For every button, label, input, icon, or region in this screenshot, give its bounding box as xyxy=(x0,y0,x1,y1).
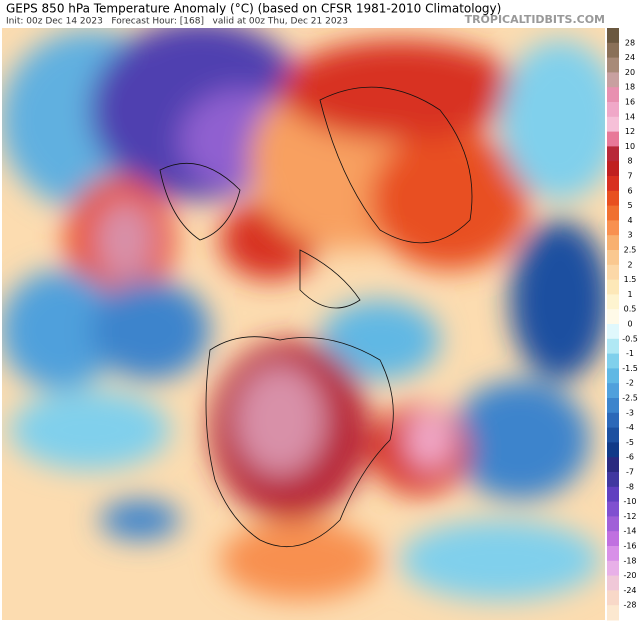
colorbar-label: -24 xyxy=(623,586,636,595)
colorbar-label: 5 xyxy=(627,201,632,210)
colorbar-label: 10 xyxy=(625,142,635,151)
colorbar-cell xyxy=(607,531,619,547)
colorbar-label: -8 xyxy=(626,482,634,491)
colorbar-cell xyxy=(607,560,619,577)
colorbar-label: 18 xyxy=(625,83,635,92)
colorbar-cell xyxy=(607,161,619,177)
colorbar-label: -10 xyxy=(623,497,636,506)
colorbar-cell xyxy=(607,368,619,384)
colorbar-label: 20 xyxy=(625,68,635,77)
title: GEPS 850 hPa Temperature Anomaly (°C) (b… xyxy=(6,2,501,16)
colorbar-label: -1 xyxy=(626,349,634,358)
colorbar-cell xyxy=(607,309,619,325)
colorbar-label: -6 xyxy=(626,453,634,462)
colorbar-cell xyxy=(607,338,619,355)
colorbar-cell xyxy=(607,42,619,59)
colorbar-label: -2 xyxy=(626,379,634,388)
colorbar-cell xyxy=(607,575,619,591)
colorbar-cell xyxy=(607,146,619,162)
colorbar-label: -16 xyxy=(623,542,636,551)
colorbar-cell xyxy=(607,501,619,517)
colorbar-label: 0 xyxy=(627,320,632,329)
colorbar-cell xyxy=(607,131,619,147)
subtitle: Init: 00z Dec 14 2023 Forecast Hour: [16… xyxy=(6,17,348,27)
colorbar-label: 4 xyxy=(627,216,632,225)
colorbar-cell xyxy=(607,590,619,606)
colorbar-cell xyxy=(607,220,619,236)
colorbar-cell xyxy=(607,546,619,562)
map xyxy=(2,28,605,620)
colorbar-label: 1.5 xyxy=(624,275,637,284)
colorbar-cell xyxy=(607,324,619,340)
colorbar-cell xyxy=(607,294,619,310)
colorbar-label: 6 xyxy=(627,186,632,195)
colorbar-cell xyxy=(607,87,619,103)
colorbar-label: 16 xyxy=(625,98,635,107)
colorbar-cell xyxy=(607,427,619,443)
colorbar-label: -7 xyxy=(626,468,634,477)
colorbar-label: -4 xyxy=(626,423,634,432)
colorbar-label: 8 xyxy=(627,157,632,166)
colorbar-cell xyxy=(607,442,619,458)
colorbar-label: -1.5 xyxy=(622,364,638,373)
colorbar-cell xyxy=(607,457,619,473)
colorbar-label: -28 xyxy=(623,601,636,610)
colorbar-label: 3 xyxy=(627,231,632,240)
colorbar-label: 2 xyxy=(627,260,632,269)
colorbar-cell xyxy=(607,398,619,414)
colorbar-label: 0.5 xyxy=(624,305,637,314)
colorbar-label: 28 xyxy=(625,38,635,47)
colorbar-label: -2.5 xyxy=(622,394,638,403)
colorbar-label: 1 xyxy=(627,290,632,299)
colorbar-cell xyxy=(607,472,619,488)
colorbar-label: 7 xyxy=(627,172,632,181)
colorbar-cell xyxy=(607,605,619,621)
colorbar-cell xyxy=(607,116,619,133)
credit: TROPICALTIDBITS.COM xyxy=(465,13,605,26)
colorbar-cell xyxy=(607,235,619,251)
colorbar-label: -18 xyxy=(623,556,636,565)
colorbar-label: -12 xyxy=(623,512,636,521)
colorbar-cell xyxy=(607,205,619,221)
colorbar-cell xyxy=(607,102,619,118)
colorbar-cell xyxy=(607,383,619,399)
colorbar-label: -3 xyxy=(626,408,634,417)
colorbar-label: -0.5 xyxy=(622,334,638,343)
colorbar-cell xyxy=(607,28,619,44)
colorbar-label: 12 xyxy=(625,127,635,136)
colorbar-label: -14 xyxy=(623,527,636,536)
colorbar-cell xyxy=(607,353,619,369)
colorbar-label: 24 xyxy=(625,53,635,62)
colorbar-cell xyxy=(607,516,619,532)
colorbar-cell xyxy=(607,412,619,429)
colorbar-cell xyxy=(607,264,619,281)
colorbar-cell xyxy=(607,250,619,266)
colorbar-label: -5 xyxy=(626,438,634,447)
colorbar-cell xyxy=(607,486,619,503)
colorbar-cell xyxy=(607,190,619,207)
colorbar-cell xyxy=(607,176,619,192)
colorbar-cell xyxy=(607,57,619,73)
colorbar: 28 24 20 18 16 14 12 10 8 7 6 5 4 3 2.5 2 1.5 1 0.5 0 -0.5 -1… xyxy=(607,28,638,621)
colorbar-label: -20 xyxy=(623,571,636,580)
colorbar-label: 2.5 xyxy=(624,246,637,255)
colorbar-cell xyxy=(607,279,619,295)
colorbar-label: 14 xyxy=(625,112,635,121)
colorbar-cell xyxy=(607,72,619,88)
